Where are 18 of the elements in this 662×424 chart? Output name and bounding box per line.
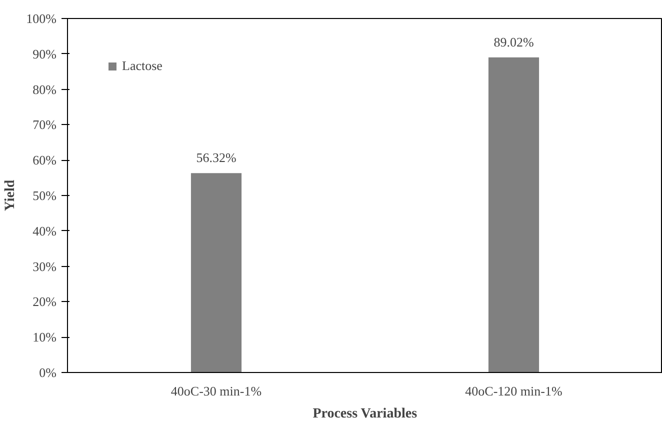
y-tick-label: 10% (32, 330, 57, 345)
y-tick-label: 50% (32, 188, 57, 203)
y-tick-label: 30% (32, 258, 57, 274)
x-axis-title: Process Variables (312, 406, 418, 422)
x-tick-label: 40oC-30 min-1% (170, 384, 262, 398)
y-tick-label: 0% (39, 365, 57, 380)
y-axis-title: Yield (3, 180, 18, 212)
y-tick-label: 20% (32, 294, 57, 310)
y-tick-label: 60% (32, 152, 57, 168)
y-tick-label: 70% (32, 117, 57, 132)
y-tick-label: 90% (32, 46, 57, 62)
y-tick-label: 100% (26, 11, 57, 26)
x-tick-label: 40oC-120 min-1% (465, 384, 562, 398)
legend-label: Lactose (122, 58, 162, 74)
y-tick-label: 80% (32, 82, 57, 97)
y-tick-label: 40% (32, 223, 57, 238)
data-label: 89.02% (494, 34, 534, 50)
data-label: 56.32% (196, 150, 236, 166)
